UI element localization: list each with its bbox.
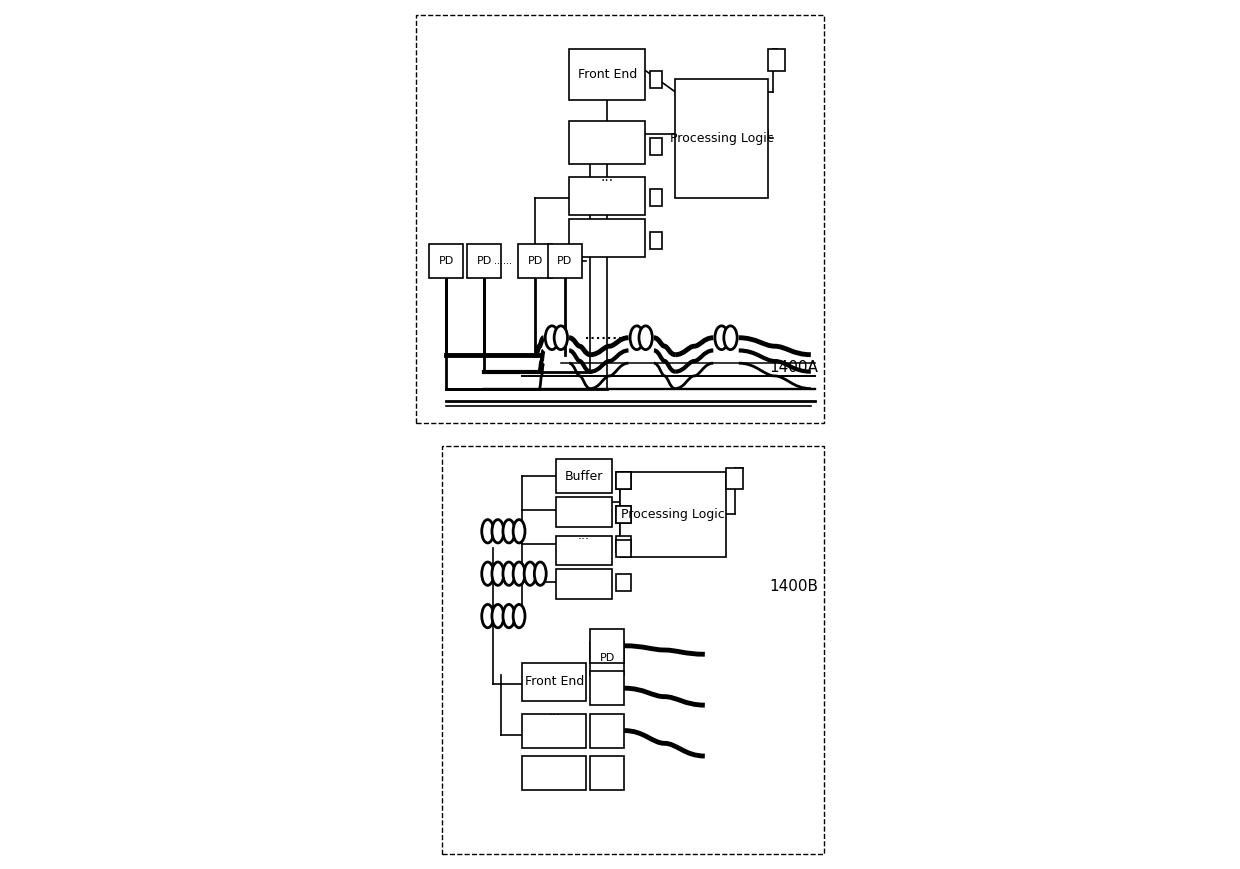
Text: 1400B: 1400B xyxy=(769,579,818,594)
Bar xyxy=(650,138,662,156)
Bar xyxy=(769,50,785,70)
Bar xyxy=(616,535,631,553)
Text: Buffer: Buffer xyxy=(564,469,603,482)
Bar xyxy=(548,244,582,278)
Text: ...: ... xyxy=(548,705,560,718)
Bar xyxy=(650,70,662,88)
Bar xyxy=(616,472,631,489)
Bar xyxy=(429,244,463,278)
Text: PD: PD xyxy=(527,256,543,267)
Ellipse shape xyxy=(513,562,525,586)
Bar xyxy=(522,713,587,747)
Bar xyxy=(590,671,624,705)
Bar xyxy=(569,176,646,215)
Bar xyxy=(616,574,631,591)
Bar xyxy=(557,459,611,493)
Ellipse shape xyxy=(482,562,494,586)
Text: Front End: Front End xyxy=(525,675,584,688)
Bar xyxy=(590,629,624,663)
Ellipse shape xyxy=(715,326,728,349)
Ellipse shape xyxy=(724,326,737,349)
Bar xyxy=(590,756,624,790)
Bar xyxy=(620,472,727,557)
Bar xyxy=(727,468,743,489)
Bar xyxy=(467,244,501,278)
Bar xyxy=(590,713,624,747)
Bar xyxy=(650,232,662,249)
Ellipse shape xyxy=(492,520,503,543)
Bar xyxy=(569,50,646,100)
Ellipse shape xyxy=(639,326,652,349)
Ellipse shape xyxy=(525,562,536,586)
Ellipse shape xyxy=(492,562,503,586)
Bar xyxy=(569,219,646,257)
Ellipse shape xyxy=(482,605,494,627)
Text: ...: ... xyxy=(578,529,590,542)
Ellipse shape xyxy=(503,605,515,627)
Text: 1400A: 1400A xyxy=(770,360,818,375)
Ellipse shape xyxy=(492,605,503,627)
Text: PD: PD xyxy=(600,653,615,664)
Text: ......: ...... xyxy=(495,256,512,267)
Text: PD: PD xyxy=(439,256,454,267)
Ellipse shape xyxy=(534,562,546,586)
Ellipse shape xyxy=(513,605,525,627)
Ellipse shape xyxy=(482,520,494,543)
Ellipse shape xyxy=(630,326,644,349)
Bar xyxy=(518,244,552,278)
Text: Processing Logic: Processing Logic xyxy=(670,132,774,145)
Bar xyxy=(557,497,611,527)
Bar xyxy=(522,663,587,701)
Text: Front End: Front End xyxy=(578,69,637,82)
Ellipse shape xyxy=(513,520,525,543)
Bar xyxy=(616,472,631,489)
Bar xyxy=(522,756,587,790)
Ellipse shape xyxy=(546,326,558,349)
Text: PD: PD xyxy=(476,256,492,267)
Ellipse shape xyxy=(503,562,515,586)
Bar xyxy=(616,540,631,557)
Bar xyxy=(590,641,624,675)
Text: Processing Logic: Processing Logic xyxy=(621,507,725,521)
Bar xyxy=(650,189,662,206)
Ellipse shape xyxy=(503,520,515,543)
Text: PD: PD xyxy=(557,256,573,267)
Ellipse shape xyxy=(554,326,568,349)
Bar xyxy=(557,535,611,565)
Bar xyxy=(569,122,646,164)
Bar xyxy=(616,506,631,523)
Text: ...: ... xyxy=(600,169,614,183)
Bar xyxy=(616,506,631,523)
Bar xyxy=(675,79,769,198)
Bar xyxy=(557,569,611,599)
